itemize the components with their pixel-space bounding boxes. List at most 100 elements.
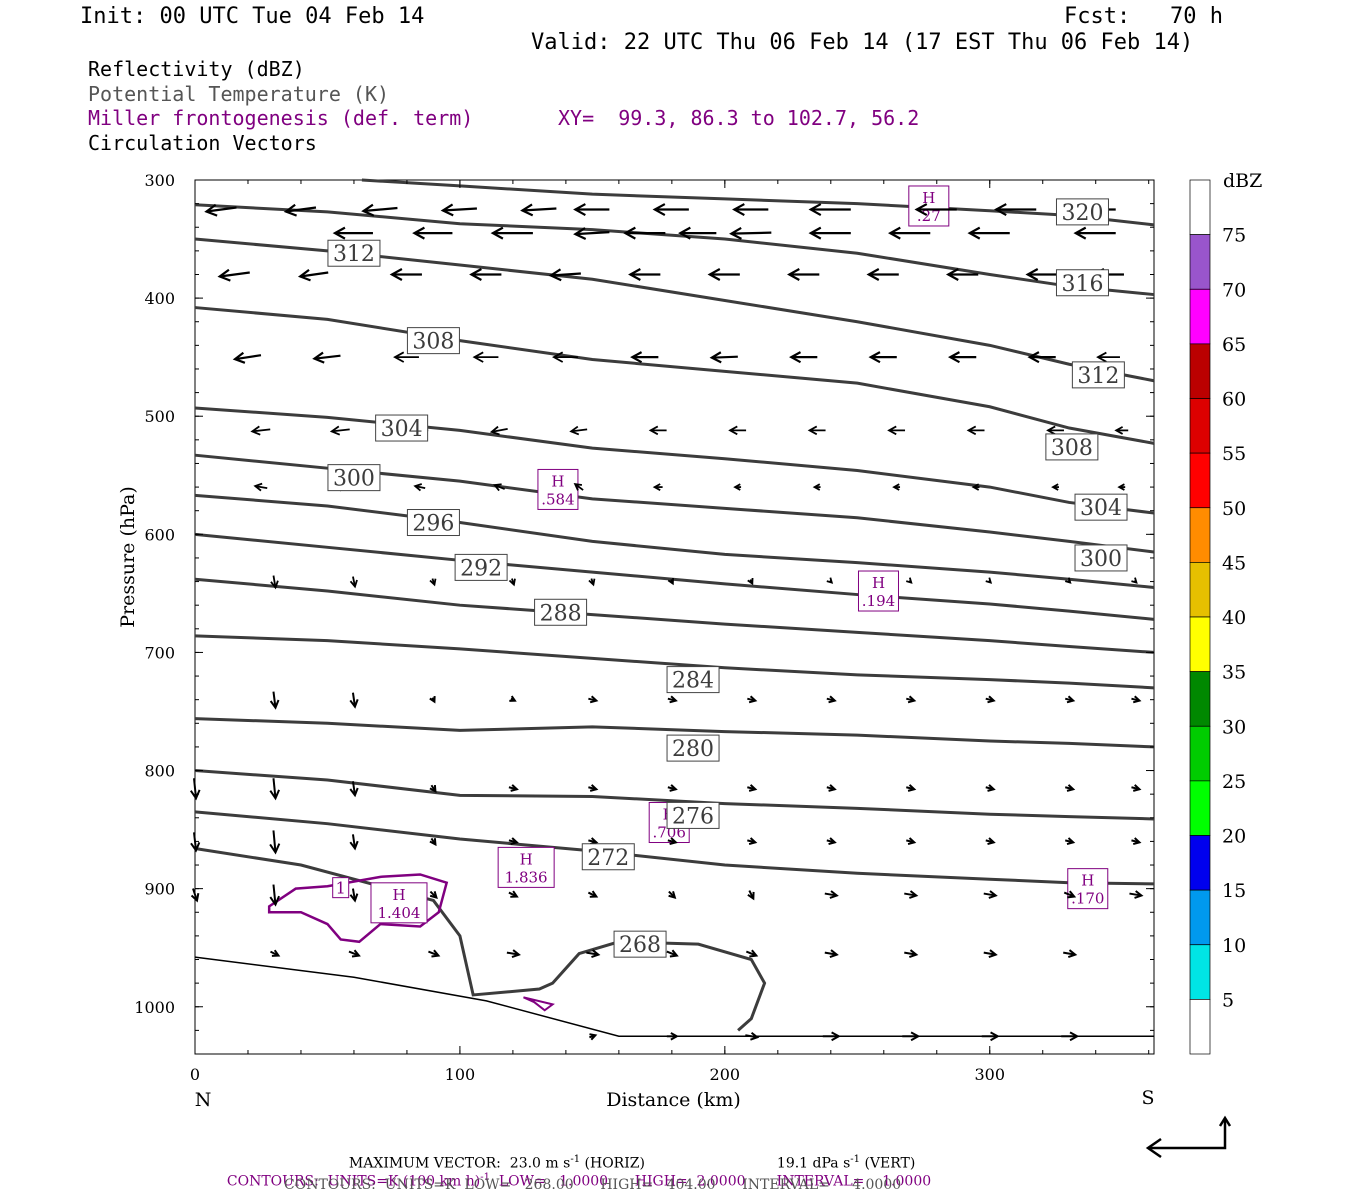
theta-label-box [666,666,720,694]
frontogenesis-contour-small [523,996,555,1012]
circulation-vector [351,692,356,707]
circulation-vector-head [490,226,504,240]
frontogenesis-max-box [857,570,899,612]
contours1-text: CONTOURS: UNITS=K (100 km h) [226,1173,481,1190]
circulation-vector-head [669,695,678,704]
circulation-vector-head [987,695,996,704]
frontogenesis-max-box [1067,868,1109,910]
circulation-vector-head [1117,483,1125,491]
circulation-vector-head [393,351,405,363]
circulation-vector-head [253,482,263,492]
circulation-vector-head [589,695,599,704]
circulation-vector-head [868,351,881,364]
theta-label-box [1055,198,1109,226]
circulation-vector [255,485,268,489]
circulation-vector-head [628,268,641,281]
theta-label-box [1045,433,1099,461]
colorbar-label: 25 [1222,771,1246,793]
theta-label-box [327,464,381,492]
circulation-vector-head [993,203,1007,216]
x-tick-label: 0 [190,1065,200,1084]
cross-section-endpoints: XY= 99.3, 86.3 to 102.7, 56.2 [558,106,920,130]
circulation-vector-head [509,695,517,702]
circulation-vector-head [1114,426,1124,435]
colorbar-segment [1189,616,1211,672]
frontogenesis-max-h: H [392,886,405,904]
circulation-vector-head [732,203,745,216]
x-axis-label: Distance (km) [606,1089,741,1111]
circulation-vector-head [829,890,839,899]
circulation-vector [363,206,398,213]
frontogenesis-max-box [370,882,428,924]
circulation-vector-head [190,893,200,903]
circulation-vector-head [489,425,500,436]
circulation-vector-head [510,837,519,846]
circulation-vector-head [589,784,599,792]
colorbar-segment [1189,944,1211,1000]
max-vector-vert: 19.1 dPa s [776,1155,851,1172]
circulation-vector-head [988,949,998,958]
circulation-vector-head [887,226,901,240]
circulation-vector-head [988,890,998,899]
circulation-vector-head [1027,351,1040,364]
circulation-vector [351,781,356,796]
legend-potential-temperature: Potential Temperature (K) [88,82,390,106]
max-vector-horiz-unit: -1 [570,1154,581,1165]
theta-label-box [406,327,460,355]
circulation-vector-head [909,949,919,958]
colorbar-label: 40 [1222,607,1246,629]
circulation-vector [272,830,277,853]
circulation-vector [300,271,329,278]
circulation-vector-head [588,578,596,587]
theta-contour-296 [194,493,1155,589]
circulation-vector-head [189,789,201,801]
colorbar-label: 10 [1222,935,1246,957]
circulation-vector-head [1066,837,1076,846]
max-vector-horiz-tail: (HORIZ) [580,1155,645,1172]
circulation-vector-head [573,227,587,241]
circulation-vector-head [1073,226,1087,240]
contour-labels-layer: 3203163123123083083043043003002962922882… [327,198,1128,958]
colorbar-label: 15 [1222,880,1246,902]
frontogenesis-contour-label: 1 [336,879,346,898]
theta-label-box [666,734,720,762]
circulation-vector-head [250,425,261,436]
circulation-vector-head [232,351,246,364]
circulation-vector-head [472,351,484,363]
frontogenesis-contour-info: CONTOURS: UNITS=K (100 km h)-1 LOW= 1.00… [218,1159,931,1189]
colorbar-label: 30 [1222,716,1246,738]
frontogenesis-max-box [908,185,950,227]
colorbar-segment [1189,452,1211,509]
circulation-vector-head [573,203,586,216]
circulation-vector-head [351,949,361,958]
circulation-vector [272,884,277,905]
max-vector-vert-unit: -1 [850,1154,861,1165]
circulation-vector-head [413,483,423,492]
circulation-vector [571,428,588,433]
circulation-vector-head [312,351,325,364]
circulation-vector-head [709,351,722,364]
circulation-vector [272,575,277,588]
circulation-vector [206,206,237,213]
theta-label-box [406,509,460,537]
colorbar-label: 65 [1222,334,1246,356]
circulation-vector-head [573,482,583,491]
circulation-vector [285,206,317,213]
colorbar-label: 45 [1222,552,1246,574]
theta-label-308: 308 [1051,436,1093,461]
colorbar-segment [1189,725,1211,782]
circulation-vector-head [670,1032,679,1041]
y-tick-label: 800 [144,762,175,781]
circulation-vector-head [1134,890,1144,899]
theta-label-box [1055,269,1109,297]
x-tick-label: 300 [974,1065,1005,1084]
circulation-vector-head [349,787,359,798]
frontogenesis-max-value: 1.404 [378,904,421,922]
circulation-vector-head [985,577,993,584]
circulation-vector-head [828,837,837,846]
circulation-vector-head [907,695,917,704]
circulation-vector-head [591,949,601,958]
colorbar-segment [1189,343,1211,399]
theta-label-box [581,843,635,871]
theta-label-box [1074,493,1128,521]
